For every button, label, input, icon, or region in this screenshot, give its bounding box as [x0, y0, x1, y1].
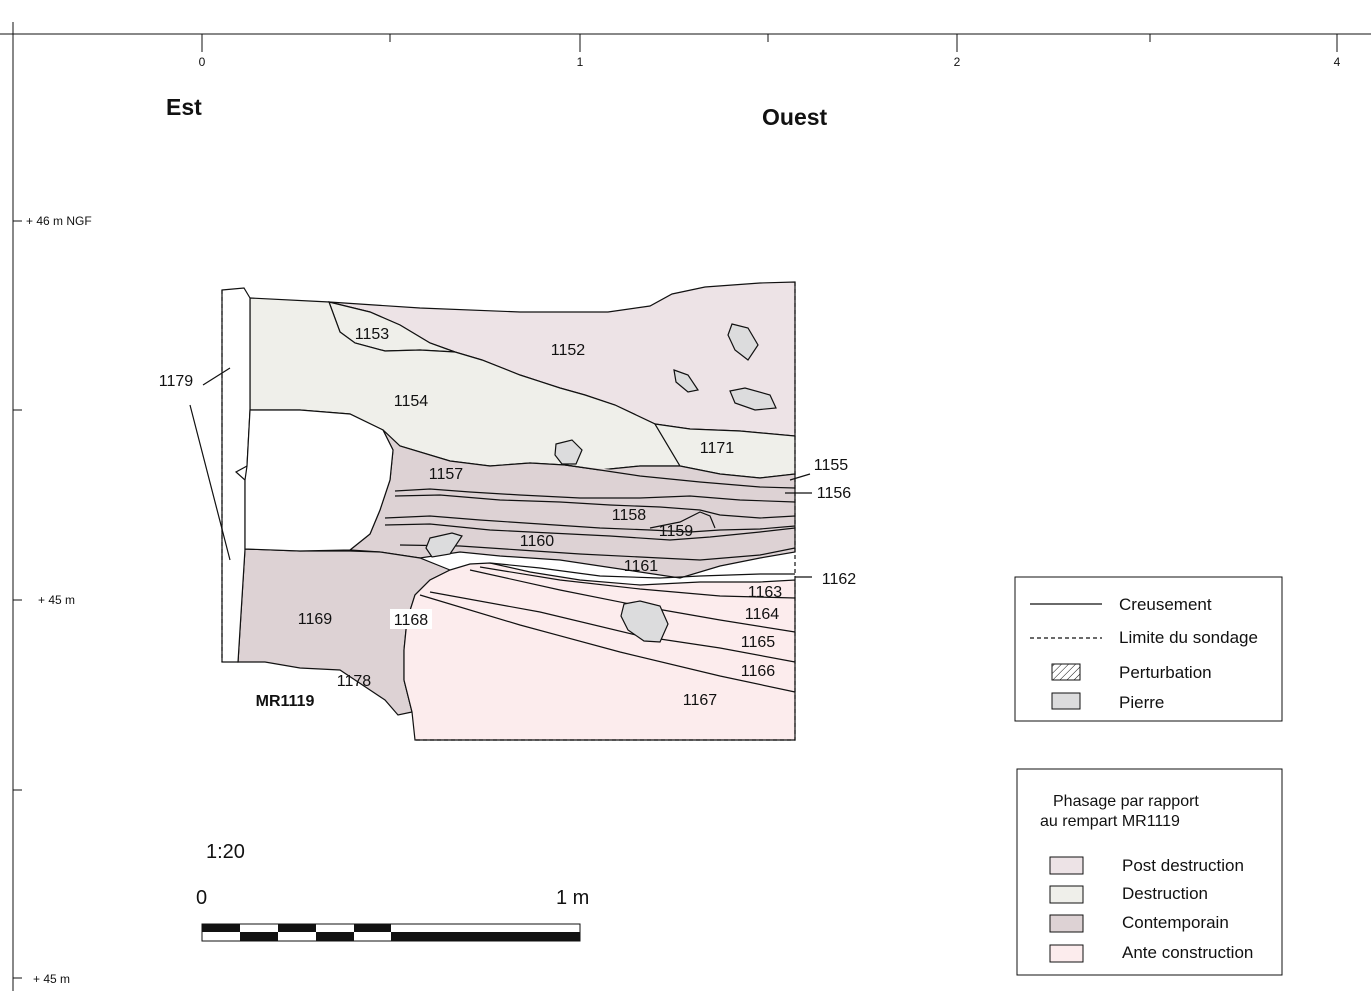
x-tick-0: 0 [199, 55, 206, 69]
scale-bar: 1:20 0 1 m [196, 841, 589, 942]
wall-label: MR1119 [256, 693, 315, 710]
label-1155: 1155 [814, 457, 849, 474]
label-1164: 1164 [745, 606, 780, 623]
layer-1155 [564, 464, 796, 489]
label-1168: 1168 [394, 612, 429, 629]
top-axis: 0 1 2 4 [0, 33, 1371, 69]
label-1156: 1156 [817, 485, 852, 502]
stone [554, 439, 583, 465]
legend-limite: Limite du sondage [1119, 628, 1258, 647]
label-1169: 1169 [298, 611, 333, 628]
label-1166: 1166 [741, 663, 776, 680]
stone [425, 532, 463, 558]
label-1178: 1178 [337, 673, 372, 690]
label-1157: 1157 [429, 466, 464, 483]
label-1158: 1158 [612, 507, 647, 524]
label-1179: 1179 [159, 373, 194, 390]
y-label-46: + 46 m NGF [26, 214, 92, 228]
legend-symbols: Creusement Limite du sondage Perturbatio… [1014, 576, 1283, 722]
scale-ratio: 1:20 [206, 841, 245, 863]
y-label-45b: + 45 m [33, 972, 70, 986]
legend-perturbation: Perturbation [1119, 663, 1212, 682]
label-1153: 1153 [355, 326, 390, 343]
label-1163: 1163 [748, 584, 783, 601]
label-1154: 1154 [394, 393, 429, 410]
legend-creusement: Creusement [1119, 595, 1212, 614]
phasage-destruction: Destruction [1122, 884, 1208, 903]
label-1152: 1152 [551, 342, 586, 359]
stone [729, 387, 777, 411]
scale-zero: 0 [196, 887, 207, 909]
west-label: Ouest [762, 104, 828, 130]
label-1165: 1165 [741, 634, 776, 651]
label-1167: 1167 [683, 692, 718, 709]
label-1160: 1160 [520, 533, 555, 550]
phasage-ante-construction: Ante construction [1122, 943, 1253, 962]
stone [727, 323, 759, 361]
stone [620, 600, 669, 643]
x-tick-4: 4 [1334, 55, 1341, 69]
phasage-title-1: Phasage par rapport [1053, 793, 1199, 810]
legend-pierre: Pierre [1119, 693, 1164, 712]
label-1171: 1171 [700, 440, 735, 457]
phasage-post-destruction: Post destruction [1122, 856, 1244, 875]
east-label: Est [166, 94, 202, 120]
void-area [244, 409, 394, 552]
wall-mr1119 [221, 287, 251, 663]
label-1159: 1159 [659, 523, 694, 540]
legend-phasage: Phasage par rapport au rempart MR1119 Po… [1016, 768, 1283, 976]
y-label-45a: + 45 m [38, 593, 75, 607]
phasage-contemporain: Contemporain [1122, 913, 1229, 932]
stones [425, 323, 777, 643]
scale-one: 1 m [556, 887, 589, 909]
left-axis: + 46 m NGF + 45 m + 45 m [12, 22, 92, 991]
unit-labels: 1152 1153 1154 1155 1156 1157 1158 1159 … [159, 326, 857, 710]
x-tick-2: 2 [954, 55, 961, 69]
layers [221, 281, 796, 741]
x-tick-1: 1 [577, 55, 584, 69]
phasage-title-2: au rempart MR1119 [1040, 813, 1180, 830]
label-1162: 1162 [822, 571, 857, 588]
label-1161: 1161 [624, 558, 659, 575]
stone [673, 369, 699, 393]
